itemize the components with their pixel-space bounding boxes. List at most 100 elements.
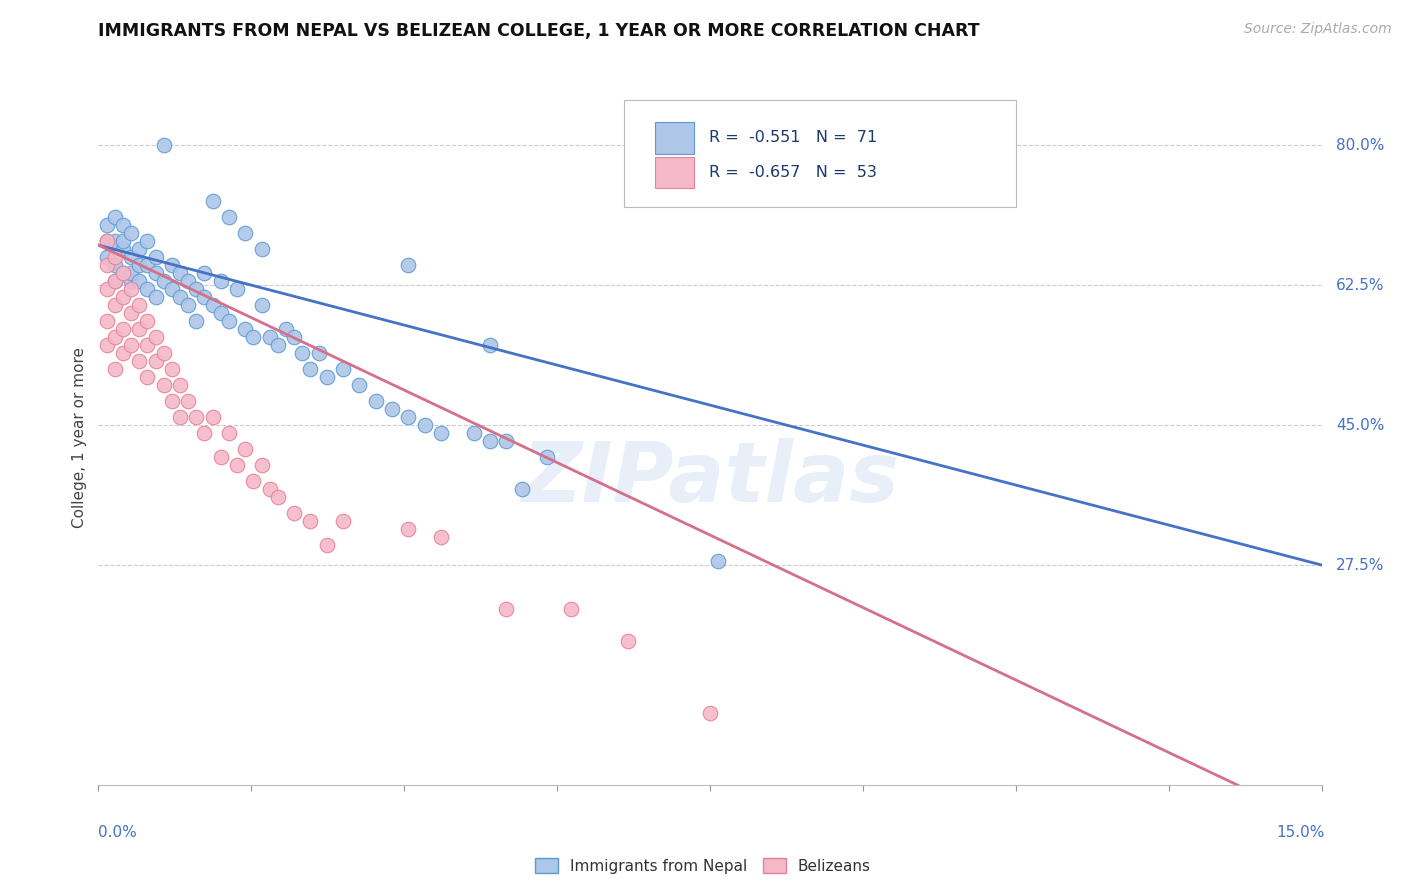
Point [267, 490, 290, 504]
Point [152, 274, 174, 288]
Point [218, 314, 240, 328]
Point [111, 218, 134, 232]
Point [136, 314, 159, 328]
Point [136, 370, 159, 384]
Point [169, 290, 191, 304]
Point [193, 290, 215, 304]
Point [104, 210, 127, 224]
Text: 0.0%: 0.0% [98, 825, 138, 840]
Point [512, 482, 534, 496]
Point [96, 338, 118, 352]
Point [145, 266, 167, 280]
Point [283, 330, 305, 344]
Point [560, 602, 582, 616]
Point [169, 378, 191, 392]
Point [128, 354, 150, 368]
Point [242, 330, 264, 344]
Point [209, 450, 232, 464]
Point [169, 410, 191, 425]
Point [463, 426, 485, 441]
Point [218, 210, 240, 224]
Point [152, 346, 174, 360]
Point [201, 410, 224, 425]
Point [308, 346, 330, 360]
Text: Source: ZipAtlas.com: Source: ZipAtlas.com [1244, 22, 1392, 37]
Point [283, 506, 305, 520]
Text: 15.0%: 15.0% [1277, 825, 1324, 840]
Legend: Immigrants from Nepal, Belizeans: Immigrants from Nepal, Belizeans [529, 852, 877, 880]
Point [495, 434, 517, 448]
Point [617, 634, 640, 648]
Text: IMMIGRANTS FROM NEPAL VS BELIZEAN COLLEGE, 1 YEAR OR MORE CORRELATION CHART: IMMIGRANTS FROM NEPAL VS BELIZEAN COLLEG… [98, 22, 980, 40]
Point [267, 338, 290, 352]
Text: R =  -0.551   N =  71: R = -0.551 N = 71 [709, 130, 877, 145]
Point [136, 282, 159, 296]
Point [332, 362, 354, 376]
Point [96, 314, 118, 328]
Text: 62.5%: 62.5% [1336, 277, 1385, 293]
Point [299, 362, 322, 376]
Point [104, 274, 127, 288]
Point [299, 514, 322, 528]
Point [104, 330, 127, 344]
Point [396, 410, 419, 425]
Point [478, 338, 501, 352]
Point [128, 322, 150, 336]
Point [104, 362, 127, 376]
Point [707, 554, 730, 568]
Point [349, 378, 371, 392]
Point [120, 226, 142, 240]
Point [136, 234, 159, 248]
Point [177, 394, 200, 409]
Point [315, 370, 337, 384]
Point [120, 266, 142, 280]
Point [120, 250, 142, 264]
Point [201, 194, 224, 209]
Point [186, 282, 208, 296]
Point [259, 330, 281, 344]
Point [111, 290, 134, 304]
Point [160, 282, 183, 296]
Bar [655, 157, 695, 188]
Point [186, 410, 208, 425]
Point [128, 298, 150, 312]
Point [218, 426, 240, 441]
Point [96, 250, 118, 264]
Point [699, 706, 721, 720]
Text: 27.5%: 27.5% [1336, 558, 1385, 573]
Point [120, 306, 142, 320]
Point [332, 514, 354, 528]
Point [274, 322, 297, 336]
Point [259, 482, 281, 496]
Point [413, 418, 436, 433]
Point [186, 314, 208, 328]
Point [145, 290, 167, 304]
Point [120, 274, 142, 288]
Point [381, 402, 404, 417]
Point [193, 266, 215, 280]
Point [152, 378, 174, 392]
Point [128, 274, 150, 288]
Point [145, 354, 167, 368]
Point [169, 266, 191, 280]
Point [96, 234, 118, 248]
Point [495, 602, 517, 616]
Point [120, 282, 142, 296]
Point [128, 242, 150, 256]
Text: R =  -0.657   N =  53: R = -0.657 N = 53 [709, 165, 877, 180]
Point [104, 250, 127, 264]
Point [193, 426, 215, 441]
Point [120, 338, 142, 352]
Point [111, 234, 134, 248]
Text: 80.0%: 80.0% [1336, 137, 1385, 153]
Point [96, 282, 118, 296]
Point [233, 226, 256, 240]
Point [152, 138, 174, 153]
Point [111, 346, 134, 360]
Point [430, 426, 453, 441]
Point [177, 298, 200, 312]
Point [96, 258, 118, 272]
Point [177, 274, 200, 288]
Point [145, 250, 167, 264]
Point [96, 218, 118, 232]
